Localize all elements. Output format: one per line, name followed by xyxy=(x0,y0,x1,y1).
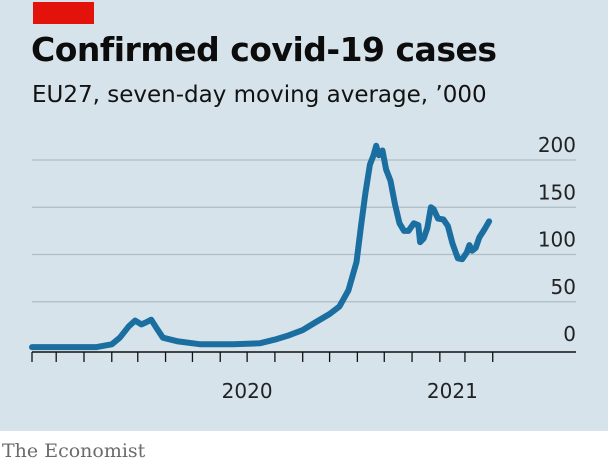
chart-title: Confirmed covid-19 cases xyxy=(31,30,497,69)
chart-svg: 0 50 100 150 200 2020 2021 xyxy=(29,133,576,403)
chart-panel xyxy=(0,0,608,431)
y-tick-label-100: 100 xyxy=(538,228,576,252)
source-credit: The Economist xyxy=(2,440,146,462)
x-tick-labels: 2020 2021 xyxy=(222,379,478,403)
y-tick-label-200: 200 xyxy=(538,133,576,157)
y-tick-labels: 0 50 100 150 200 xyxy=(538,133,576,346)
x-tick-label-2021: 2021 xyxy=(427,379,478,403)
series-line-0 xyxy=(29,142,493,351)
y-tick-label-150: 150 xyxy=(538,180,576,204)
y-tick-label-0: 0 xyxy=(563,322,576,346)
y-tick-label-50: 50 xyxy=(551,275,576,299)
gridlines xyxy=(32,159,576,303)
x-axis xyxy=(31,351,576,362)
brand-red-tag xyxy=(33,2,94,24)
series-group xyxy=(29,142,493,351)
chart-subtitle: EU27, seven-day moving average, ’000 xyxy=(32,82,487,108)
x-tick-label-2020: 2020 xyxy=(222,379,273,403)
